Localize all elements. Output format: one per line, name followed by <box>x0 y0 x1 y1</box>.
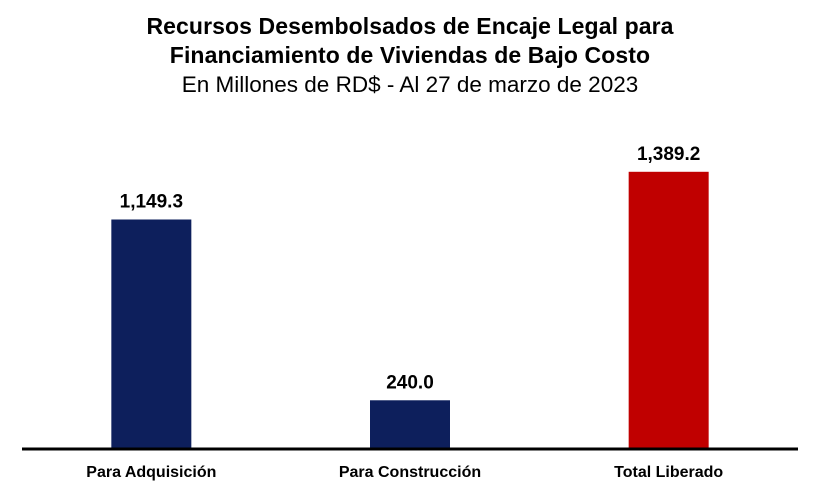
chart-title-block: Recursos Desembolsados de Encaje Legal p… <box>0 12 820 99</box>
bar-1 <box>111 219 192 448</box>
chart-title-line-1: Recursos Desembolsados de Encaje Legal p… <box>146 13 674 39</box>
bar-3 <box>628 171 709 448</box>
category-label-1: Para Adquisición <box>86 464 216 481</box>
chart-title-line-2: Financiamiento de Viviendas de Bajo Cost… <box>169 42 651 68</box>
category-label-2: Para Construcción <box>339 464 481 481</box>
data-label-1: 1,149.3 <box>120 191 183 212</box>
data-label-2: 240.0 <box>386 372 434 393</box>
bar-2 <box>370 400 450 448</box>
data-label-3: 1,389.2 <box>637 144 700 165</box>
category-label-3: Total Liberado <box>614 464 723 481</box>
chart-subtitle: En Millones de RD$ - Al 27 de marzo de 2… <box>181 72 639 97</box>
